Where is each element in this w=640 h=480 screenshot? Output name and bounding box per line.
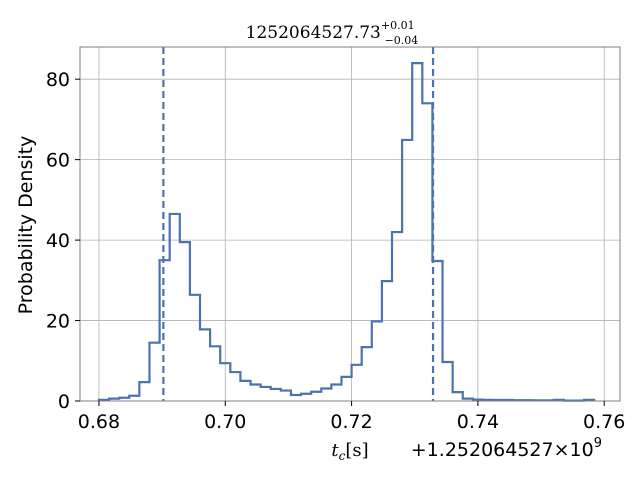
y-tick-label: 40 bbox=[46, 230, 70, 252]
offset-value: +1.252064527 bbox=[411, 439, 554, 461]
chart-title-lower-error: −0.04 bbox=[385, 34, 419, 47]
x-axis-ticks: 0.68 0.70 0.72 0.74 0.76 bbox=[78, 401, 625, 433]
plot-frame bbox=[79, 46, 621, 402]
histogram-layer bbox=[97, 61, 596, 402]
x-axis-label: tc[s] bbox=[331, 440, 368, 463]
x-tick-label: 0.74 bbox=[457, 411, 499, 433]
y-tick-label: 80 bbox=[46, 69, 70, 91]
chart-title-upper-error: +0.01 bbox=[381, 19, 415, 32]
x-axis-label-unit: [s] bbox=[345, 440, 368, 461]
y-tick-label: 60 bbox=[46, 150, 70, 172]
chart-title: 1252064527.73+0.01 −0.04 bbox=[246, 19, 419, 47]
y-axis-label: Probability Density bbox=[15, 136, 37, 315]
x-tick-label: 0.70 bbox=[204, 411, 246, 433]
y-tick-label: 0 bbox=[58, 391, 70, 413]
x-tick-label: 0.68 bbox=[78, 411, 120, 433]
x-tick-label: 0.72 bbox=[330, 411, 372, 433]
y-axis-ticks: 0 20 40 60 80 bbox=[46, 69, 80, 413]
x-tick-label: 0.76 bbox=[583, 411, 625, 433]
offset-exponent: 9 bbox=[594, 436, 602, 451]
y-tick-label: 20 bbox=[46, 311, 70, 333]
x-axis-label-subscript: c bbox=[339, 449, 346, 463]
chart-title-value: 1252064527.73 bbox=[246, 23, 381, 43]
histogram-step-line bbox=[97, 61, 596, 402]
credible-interval-lines bbox=[162, 47, 435, 401]
offset-times: × bbox=[554, 439, 570, 461]
x-axis-offset-text: +1.252064527×109 bbox=[411, 436, 602, 461]
x-axis-label-variable: t bbox=[331, 440, 339, 461]
offset-base: 10 bbox=[570, 439, 594, 461]
